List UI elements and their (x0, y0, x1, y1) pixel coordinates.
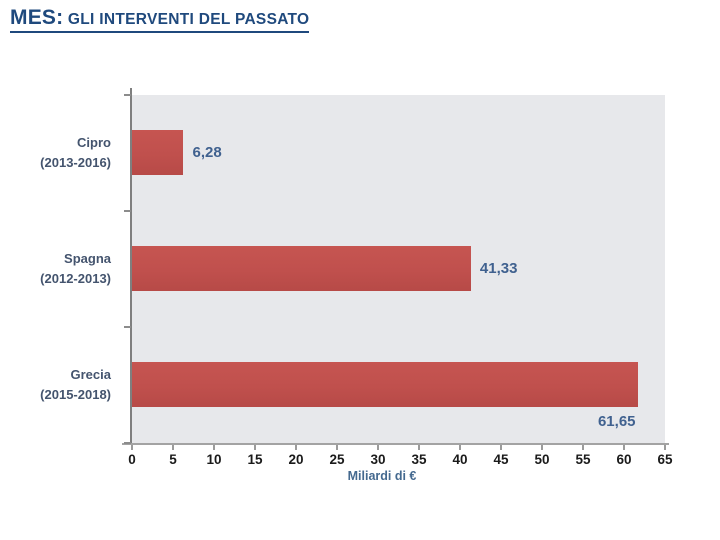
bar-row: 61,65 (132, 327, 665, 443)
value-label-cipro: 6,28 (192, 144, 222, 161)
x-axis-tick (541, 445, 543, 450)
x-tick-label: 40 (452, 452, 468, 467)
x-axis-tick (623, 445, 625, 450)
x-axis-line (122, 443, 669, 445)
value-label-grecia: 61,65 (597, 413, 636, 430)
y-axis-line (130, 88, 132, 445)
category-name: Cipro (77, 135, 111, 150)
x-axis-tick (418, 445, 420, 450)
x-tick-label: 25 (329, 452, 345, 467)
category-period: (2015-2018) (40, 387, 111, 402)
x-tick-label: 55 (575, 452, 591, 467)
x-axis-tick (459, 445, 461, 450)
slide-title-prefix: MES: (10, 6, 64, 29)
x-axis-tick (295, 445, 297, 450)
x-axis-tick (377, 445, 379, 450)
category-name: Grecia (70, 367, 111, 382)
x-axis-tick (254, 445, 256, 450)
bar-chart-plot-area: 6,28 41,33 61,65 (132, 95, 665, 443)
x-tick-label: 10 (206, 452, 222, 467)
x-tick-label: 50 (534, 452, 550, 467)
x-axis-tick (213, 445, 215, 450)
x-tick-label: 65 (657, 452, 673, 467)
x-tick-label: 15 (247, 452, 263, 467)
bar-spagna (132, 246, 471, 291)
x-axis-tick (131, 445, 133, 450)
y-axis-tick (124, 94, 131, 96)
bar-row: 6,28 (132, 95, 665, 211)
x-tick-label: 5 (169, 452, 177, 467)
x-axis-title: Miliardi di € (347, 469, 417, 483)
x-tick-label: 30 (370, 452, 386, 467)
x-tick-label: 0 (128, 452, 136, 467)
x-tick-label: 60 (616, 452, 632, 467)
bar-row: 41,33 (132, 211, 665, 327)
slide-title: MES: GLI INTERVENTI DEL PASSATO (10, 6, 310, 33)
category-axis-labels: Cipro (2013-2016) Spagna (2012-2013) Grecia (… (0, 95, 121, 443)
category-label-grecia: Grecia (2015-2018) (0, 327, 121, 443)
x-tick-label: 35 (411, 452, 427, 467)
category-period: (2012-2013) (40, 271, 111, 286)
category-label-cipro: Cipro (2013-2016) (0, 95, 121, 211)
y-axis-tick (124, 442, 131, 444)
y-axis-tick (124, 210, 131, 212)
x-axis-tick (664, 445, 666, 450)
x-tick-label: 20 (288, 452, 304, 467)
category-label-spagna: Spagna (2012-2013) (0, 211, 121, 327)
x-axis-tick (172, 445, 174, 450)
category-period: (2013-2016) (40, 155, 111, 170)
x-axis-tick (336, 445, 338, 450)
bar-grecia (132, 362, 638, 407)
x-axis-tick (500, 445, 502, 450)
value-label-spagna: 41,33 (479, 260, 518, 277)
x-tick-label: 45 (493, 452, 509, 467)
category-name: Spagna (64, 251, 111, 266)
x-axis-tick (582, 445, 584, 450)
slide-title-rest: GLI INTERVENTI DEL PASSATO (63, 11, 310, 28)
y-axis-tick (124, 326, 131, 328)
bar-cipro (132, 130, 184, 175)
